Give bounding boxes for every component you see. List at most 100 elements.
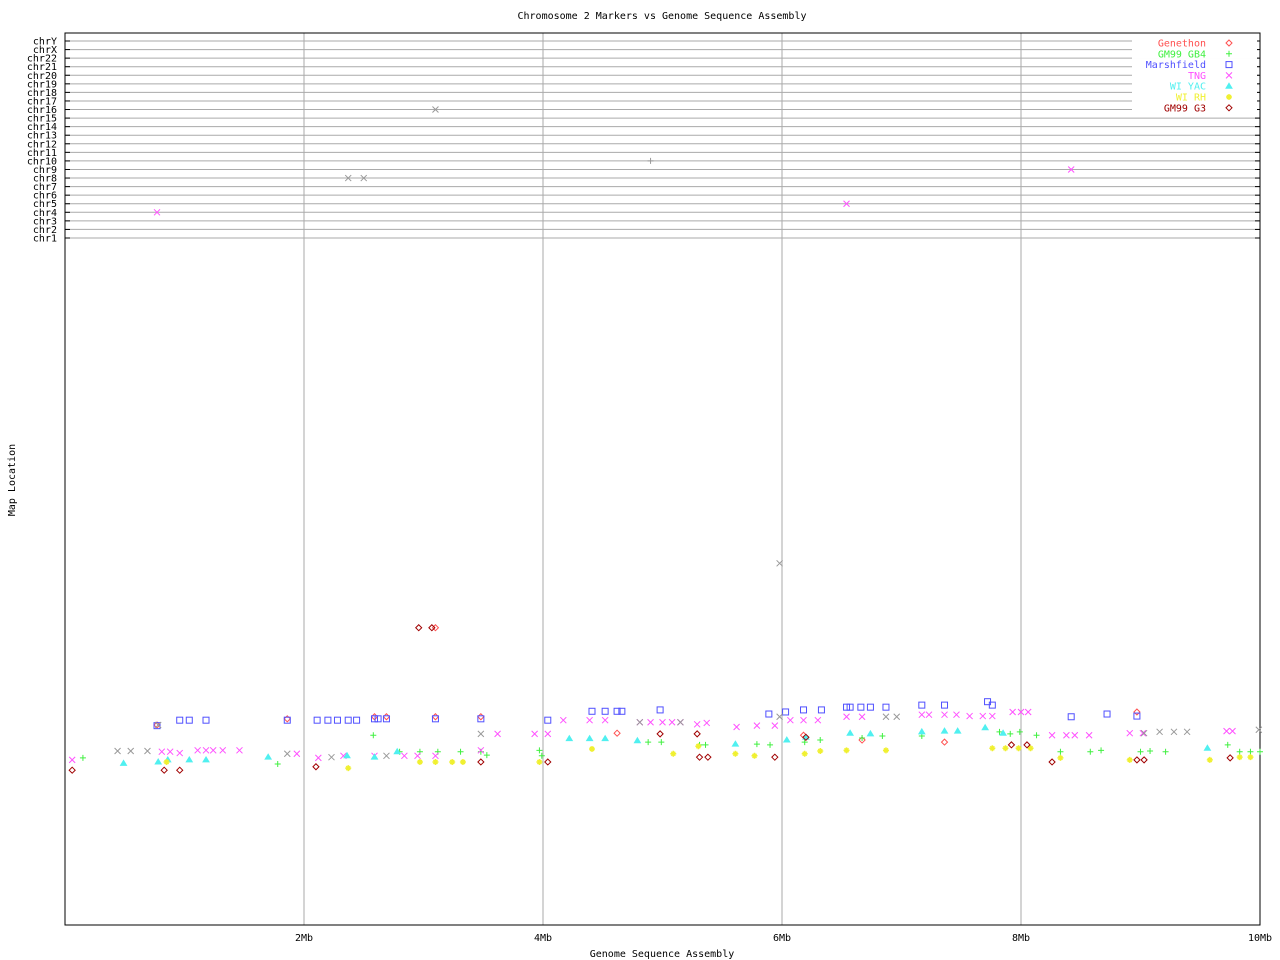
legend-label: GM99 GB4 bbox=[1158, 49, 1206, 60]
y-tick-label: chr17 bbox=[27, 96, 57, 107]
data-point bbox=[79, 754, 86, 761]
y-tick-label: chr18 bbox=[27, 88, 57, 99]
data-point bbox=[176, 716, 184, 724]
data-point bbox=[312, 763, 320, 771]
data-point bbox=[668, 718, 676, 726]
data-point bbox=[1016, 728, 1023, 735]
data-point bbox=[858, 713, 866, 721]
legend-marker bbox=[1226, 94, 1232, 100]
data-point bbox=[544, 758, 552, 766]
legend-bg bbox=[1132, 69, 1257, 81]
data-point bbox=[767, 741, 774, 748]
data-point bbox=[154, 721, 162, 729]
data-point bbox=[114, 747, 121, 755]
data-point bbox=[1048, 731, 1056, 739]
data-point bbox=[415, 624, 423, 632]
y-tick-label: chr10 bbox=[27, 156, 57, 167]
legend-marker bbox=[1225, 39, 1233, 47]
data-point bbox=[1133, 712, 1141, 720]
data-point bbox=[988, 712, 996, 720]
data-point bbox=[202, 746, 210, 754]
data-point bbox=[1027, 745, 1034, 752]
data-point bbox=[1057, 748, 1064, 755]
data-point bbox=[1183, 728, 1191, 736]
data-point bbox=[917, 727, 926, 735]
data-point bbox=[782, 708, 790, 716]
data-point bbox=[477, 748, 484, 755]
y-tick-label: chrY bbox=[33, 37, 57, 48]
data-point bbox=[953, 711, 960, 719]
data-point bbox=[432, 758, 439, 765]
data-point bbox=[613, 707, 621, 715]
plot-frame bbox=[64, 32, 1261, 926]
series-gm99-g3 bbox=[68, 624, 1234, 774]
x-axis-label: Genome Sequence Assembly bbox=[590, 949, 735, 960]
data-point bbox=[866, 729, 875, 737]
data-point bbox=[538, 752, 545, 759]
data-point bbox=[477, 715, 485, 723]
data-point bbox=[695, 753, 704, 761]
data-point bbox=[393, 747, 402, 755]
data-point bbox=[176, 766, 184, 774]
data-point bbox=[647, 718, 654, 726]
data-point bbox=[658, 739, 665, 746]
data-point bbox=[154, 757, 163, 765]
y-tick-label: chr15 bbox=[27, 114, 57, 125]
data-point bbox=[432, 752, 439, 760]
data-point bbox=[313, 716, 321, 724]
data-point bbox=[618, 707, 626, 715]
data-point bbox=[194, 746, 201, 754]
data-point bbox=[353, 716, 361, 724]
y-tick-label: chr4 bbox=[33, 208, 57, 219]
legend-marker bbox=[1225, 72, 1233, 79]
y-tick-label: chr8 bbox=[33, 174, 57, 185]
data-point bbox=[893, 713, 901, 721]
data-point bbox=[160, 766, 168, 774]
data-point bbox=[802, 733, 810, 742]
data-point bbox=[771, 753, 779, 761]
data-point bbox=[857, 703, 865, 711]
data-point bbox=[858, 736, 866, 744]
data-point bbox=[659, 718, 666, 726]
data-point bbox=[374, 715, 382, 723]
data-point bbox=[989, 745, 996, 752]
data-point bbox=[477, 758, 485, 766]
data-point bbox=[731, 740, 740, 747]
data-point bbox=[414, 752, 421, 760]
data-point bbox=[1071, 731, 1079, 739]
data-point bbox=[1033, 732, 1040, 739]
data-point bbox=[531, 730, 538, 738]
data-point bbox=[343, 751, 351, 759]
legend-label: TNG bbox=[1188, 71, 1206, 82]
data-point bbox=[68, 766, 76, 774]
data-point bbox=[1057, 754, 1064, 761]
y-tick-label: chr7 bbox=[33, 182, 57, 193]
series-unassigned bbox=[114, 106, 1263, 761]
data-point bbox=[702, 741, 709, 748]
data-point bbox=[176, 749, 184, 757]
data-point bbox=[477, 730, 485, 738]
legend-marker bbox=[1225, 104, 1233, 112]
legend-marker bbox=[1226, 50, 1232, 57]
data-point bbox=[144, 747, 151, 755]
data-point bbox=[1224, 741, 1231, 748]
data-point bbox=[846, 703, 854, 711]
data-point bbox=[202, 755, 210, 763]
x-tick-label: 4Mb bbox=[534, 933, 552, 944]
data-point bbox=[1085, 731, 1093, 739]
data-point bbox=[940, 727, 949, 734]
data-point bbox=[1170, 728, 1178, 736]
legend-bg bbox=[1132, 101, 1257, 113]
data-point bbox=[477, 713, 485, 721]
data-point bbox=[999, 729, 1007, 736]
data-point bbox=[1229, 727, 1236, 735]
legend-label: Genethon bbox=[1158, 39, 1206, 50]
data-point bbox=[1015, 745, 1022, 752]
data-point bbox=[1156, 728, 1163, 736]
data-point bbox=[1023, 741, 1031, 749]
legend-bg bbox=[1132, 80, 1257, 92]
data-point bbox=[765, 710, 773, 718]
data-point bbox=[153, 722, 161, 730]
data-point bbox=[457, 748, 464, 755]
data-point bbox=[1162, 748, 1169, 755]
